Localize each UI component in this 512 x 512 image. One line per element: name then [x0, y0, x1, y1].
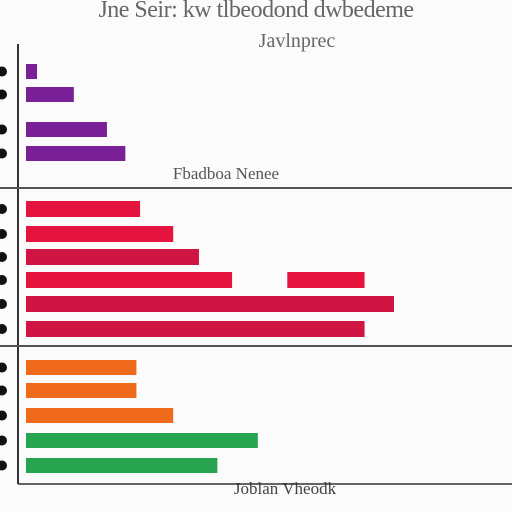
- bar: [26, 64, 38, 79]
- bar: [26, 383, 137, 398]
- category-marker: [0, 275, 7, 285]
- bar: [26, 272, 233, 288]
- bar: [26, 360, 137, 375]
- chart-subtitle: Javlnprec: [258, 30, 336, 52]
- category-marker: [0, 299, 7, 309]
- category-marker: [0, 362, 7, 373]
- category-marker: [0, 252, 7, 262]
- category-marker: [0, 410, 7, 421]
- bar: [26, 296, 394, 312]
- bar: [26, 122, 107, 137]
- category-marker: [0, 435, 7, 446]
- bar: [26, 201, 141, 217]
- category-marker: [0, 89, 7, 100]
- bar: [26, 226, 174, 242]
- chart-title: Jne Seir: kw tlbeodond dwbedeme: [98, 0, 414, 23]
- category-marker: [0, 204, 7, 214]
- bar: [26, 321, 365, 337]
- category-marker: [0, 324, 7, 334]
- bar-segment: [287, 272, 365, 288]
- category-marker: [0, 66, 7, 77]
- category-marker: [0, 460, 7, 471]
- category-marker: [0, 385, 7, 396]
- category-marker: [0, 148, 7, 159]
- bar: [26, 433, 258, 448]
- bar: [26, 146, 126, 161]
- panel-label: Fbadboa Nenee: [172, 164, 280, 183]
- bar: [26, 249, 199, 265]
- category-marker: [0, 229, 7, 239]
- bar: [26, 87, 74, 102]
- category-marker: [0, 124, 7, 135]
- bar: [26, 458, 218, 473]
- bar: [26, 408, 174, 423]
